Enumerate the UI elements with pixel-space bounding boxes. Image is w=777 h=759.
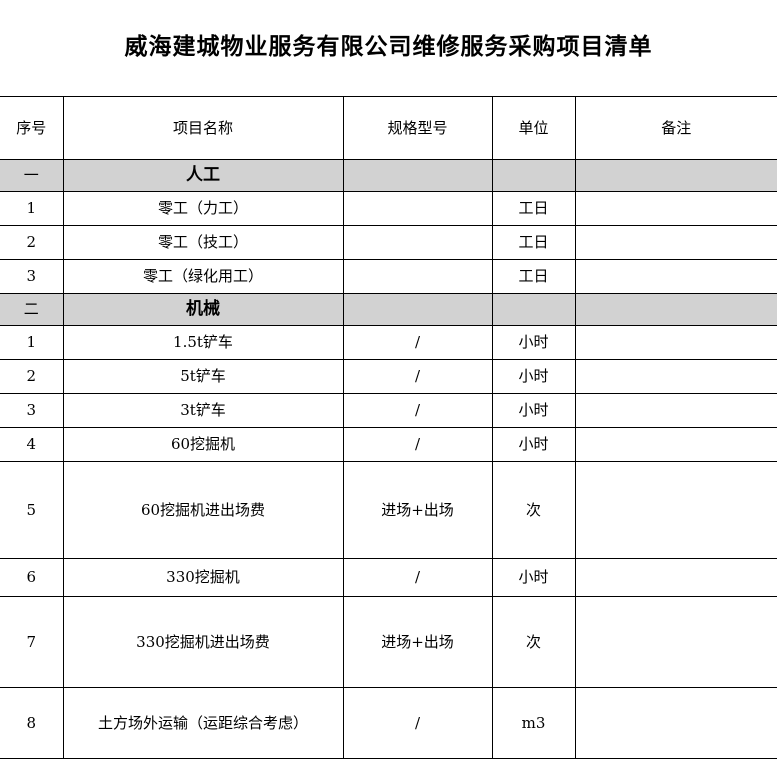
table-row: 1 1.5t铲车 / 小时: [0, 325, 777, 360]
section-unit: [491, 293, 576, 326]
row-name: 零工（技工）: [62, 225, 344, 260]
table-row: 1 零工（力工） 工日: [0, 191, 777, 226]
table-row: 2 5t铲车 / 小时: [0, 359, 777, 394]
section-spec: [342, 293, 493, 326]
row-spec: /: [342, 325, 493, 360]
row-spec: /: [342, 359, 493, 394]
row-index: 3: [0, 259, 64, 294]
row-unit: 小时: [491, 393, 576, 428]
column-header-remark: 备注: [574, 96, 777, 160]
row-index: 4: [0, 427, 64, 462]
row-unit: 小时: [491, 359, 576, 394]
row-remark: [574, 393, 777, 428]
row-unit: 次: [491, 596, 576, 688]
row-spec: /: [342, 558, 493, 597]
row-remark: [574, 427, 777, 462]
row-name: 60挖掘机: [62, 427, 344, 462]
table-row: 6 330挖掘机 / 小时: [0, 558, 777, 597]
column-header-unit: 单位: [491, 96, 576, 160]
row-remark: [574, 259, 777, 294]
row-name: 零工（力工）: [62, 191, 344, 226]
column-header-index: 序号: [0, 96, 64, 160]
table-row: 3 3t铲车 / 小时: [0, 393, 777, 428]
row-spec: 进场+出场: [342, 461, 493, 559]
table-row: 2 零工（技工） 工日: [0, 225, 777, 260]
row-spec: /: [342, 687, 493, 759]
row-spec: /: [342, 393, 493, 428]
row-unit: 小时: [491, 558, 576, 597]
row-index: 2: [0, 359, 64, 394]
section-index: 一: [0, 159, 64, 192]
row-name: 60挖掘机进出场费: [62, 461, 344, 559]
procurement-list-table: 序号 项目名称 规格型号 单位 备注 一 人工 1: [0, 96, 777, 759]
table-body: 一 人工 1 零工（力工） 工日 2 零工（技工） 工: [0, 159, 777, 759]
row-spec: [342, 191, 493, 226]
table-row: 3 零工（绿化用工） 工日: [0, 259, 777, 294]
row-name: 5t铲车: [62, 359, 344, 394]
procurement-list-table-container: 序号 项目名称 规格型号 单位 备注 一 人工 1: [0, 96, 777, 759]
row-remark: [574, 359, 777, 394]
row-unit: 工日: [491, 191, 576, 226]
row-index: 6: [0, 558, 64, 597]
row-spec: 进场+出场: [342, 596, 493, 688]
row-index: 7: [0, 596, 64, 688]
page-title: 威海建城物业服务有限公司维修服务采购项目清单: [124, 33, 653, 60]
row-index: 8: [0, 687, 64, 759]
row-remark: [574, 461, 777, 559]
section-index: 二: [0, 293, 64, 326]
row-unit: 工日: [491, 225, 576, 260]
row-name: 330挖掘机进出场费: [62, 596, 344, 688]
table-header-row: 序号 项目名称 规格型号 单位 备注: [0, 96, 777, 160]
column-header-name: 项目名称: [62, 96, 344, 160]
section-title: 人工: [62, 159, 344, 192]
row-unit: 小时: [491, 427, 576, 462]
row-spec: [342, 225, 493, 260]
row-index: 1: [0, 325, 64, 360]
table-header: 序号 项目名称 规格型号 单位 备注: [0, 96, 777, 160]
row-unit: m3: [491, 687, 576, 759]
table-section-row: 一 人工: [0, 159, 777, 192]
table-row: 8 土方场外运输（运距综合考虑） / m3: [0, 687, 777, 759]
row-index: 5: [0, 461, 64, 559]
section-title: 机械: [62, 293, 344, 326]
section-spec: [342, 159, 493, 192]
table-row: 4 60挖掘机 / 小时: [0, 427, 777, 462]
section-remark: [574, 293, 777, 326]
row-name: 土方场外运输（运距综合考虑）: [62, 687, 344, 759]
row-remark: [574, 191, 777, 226]
row-index: 1: [0, 191, 64, 226]
section-unit: [491, 159, 576, 192]
table-row: 5 60挖掘机进出场费 进场+出场 次: [0, 461, 777, 559]
row-unit: 工日: [491, 259, 576, 294]
table-section-row: 二 机械: [0, 293, 777, 326]
row-index: 3: [0, 393, 64, 428]
row-index: 2: [0, 225, 64, 260]
row-name: 1.5t铲车: [62, 325, 344, 360]
row-remark: [574, 225, 777, 260]
row-unit: 小时: [491, 325, 576, 360]
row-spec: /: [342, 427, 493, 462]
row-remark: [574, 558, 777, 597]
section-remark: [574, 159, 777, 192]
table-row: 7 330挖掘机进出场费 进场+出场 次: [0, 596, 777, 688]
row-name: 3t铲车: [62, 393, 344, 428]
row-remark: [574, 687, 777, 759]
row-name: 330挖掘机: [62, 558, 344, 597]
document-page: 威海建城物业服务有限公司维修服务采购项目清单 序号 项目名称 规格型号 单位 备…: [0, 33, 777, 759]
row-spec: [342, 259, 493, 294]
row-unit: 次: [491, 461, 576, 559]
row-name: 零工（绿化用工）: [62, 259, 344, 294]
column-header-spec: 规格型号: [342, 96, 493, 160]
row-remark: [574, 325, 777, 360]
row-remark: [574, 596, 777, 688]
